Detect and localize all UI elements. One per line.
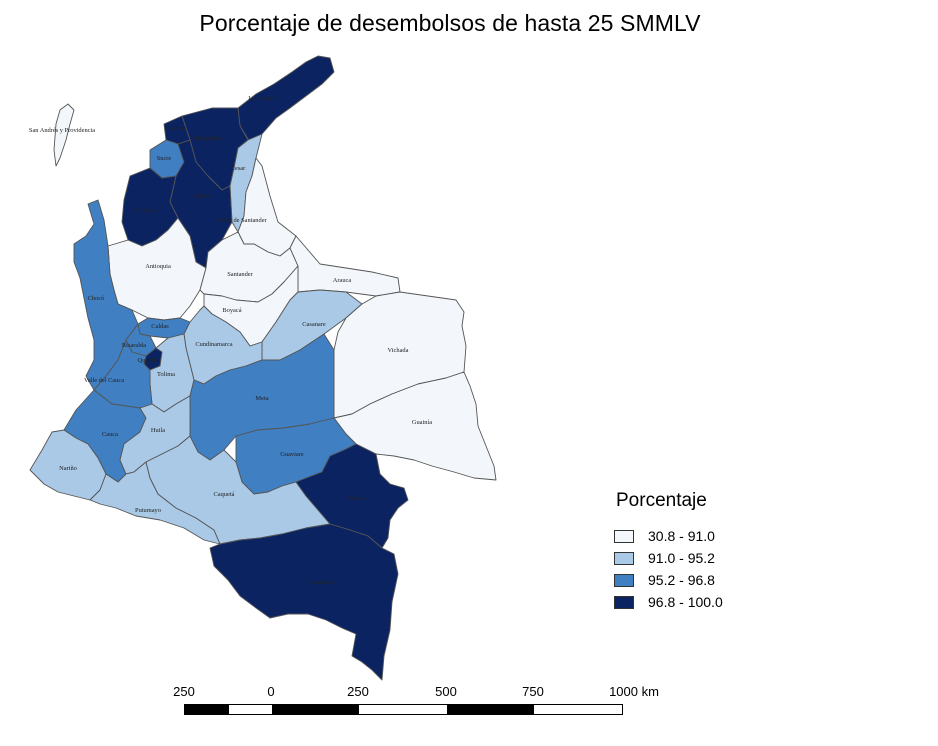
department-labels: San Andrés y Providencia La Guajira Magdal… (29, 95, 432, 586)
legend-swatch (614, 551, 634, 565)
legend-swatch (614, 573, 634, 587)
dept-label-guaviare: Guaviare (280, 451, 304, 458)
scale-seg (447, 705, 534, 714)
dept-label-cesar: Cesar (231, 165, 246, 172)
dept-label-choco: Chocó (88, 295, 105, 302)
legend: Porcentaje 30.8 - 91.0 91.0 - 95.2 95.2 … (614, 490, 723, 613)
dept-label-caldas: Caldas (151, 323, 169, 330)
dept-label-magdalena: Magdalena (194, 135, 223, 142)
scale-seg (534, 705, 622, 714)
scale-label: 250 (173, 684, 195, 699)
legend-swatch (614, 595, 634, 609)
dept-label-arauca: Arauca (333, 277, 352, 284)
dept-label-caqueta: Caquetá (214, 491, 235, 498)
dept-label-cordoba: Córdoba (133, 207, 155, 214)
dept-label-san-andres: San Andrés y Providencia (29, 127, 95, 134)
legend-label: 95.2 - 96.8 (648, 572, 715, 588)
dept-label-guajira: La Guajira (248, 95, 276, 102)
dept-label-risaralda: Risaralda (122, 342, 146, 349)
legend-item: 91.0 - 95.2 (614, 547, 723, 569)
scale-seg (185, 705, 229, 714)
dept-label-huila: Huila (151, 427, 165, 434)
dept-label-bolivar: Bolívar (190, 193, 210, 200)
scale-segments (184, 704, 623, 715)
scale-seg (359, 705, 447, 714)
dept-label-tolima: Tolima (157, 371, 175, 378)
scale-label: 750 (522, 684, 544, 699)
dept-amazonas (209, 523, 399, 681)
dept-label-casanare: Casanare (302, 321, 326, 328)
dept-label-cauca: Cauca (102, 431, 118, 438)
scale-label: 250 (347, 684, 369, 699)
dept-label-santander: Santander (227, 271, 253, 278)
legend-item: 95.2 - 96.8 (614, 569, 723, 591)
dept-label-sucre: Sucre (157, 155, 172, 162)
map-title: Porcentaje de desembolsos de hasta 25 SM… (199, 10, 701, 36)
dept-san-andres (53, 103, 75, 167)
dept-label-atlantico: Atlántico (164, 125, 188, 132)
scale-label: 0 (267, 684, 275, 699)
dept-narino (29, 429, 107, 501)
dept-label-boyaca: Boyacá (222, 307, 241, 314)
dept-label-amazonas: Amazonas (307, 579, 334, 586)
dept-label-meta: Meta (255, 395, 268, 402)
scale-label: 500 (435, 684, 457, 699)
legend-title: Porcentaje (616, 490, 707, 511)
legend-item: 30.8 - 91.0 (614, 525, 723, 547)
scale-bar: 250 0 250 500 750 1000 km (168, 684, 659, 715)
scale-label: 1000 km (609, 684, 659, 699)
dept-arauca (289, 235, 401, 297)
legend-label: 91.0 - 95.2 (648, 550, 715, 566)
legend-item: 96.8 - 100.0 (614, 591, 723, 613)
dept-label-vichada: Vichada (388, 347, 409, 354)
dept-label-norte-santander: Norte de Santander (217, 217, 267, 224)
legend-swatch (614, 529, 634, 543)
scale-seg (229, 705, 272, 714)
legend-label: 30.8 - 91.0 (648, 528, 715, 544)
scale-seg (272, 705, 359, 714)
dept-label-vaupes: Vaupés (347, 495, 366, 502)
dept-label-putumayo: Putumayo (135, 507, 161, 514)
dept-label-cundinamarca: Cundinamarca (195, 341, 232, 348)
dept-label-antioquia: Antioquia (145, 263, 171, 270)
dept-label-narino: Nariño (59, 465, 77, 472)
scale-labels: 250 0 250 500 750 1000 km (168, 684, 688, 702)
dept-label-valle: Valle del Cauca (84, 377, 124, 384)
dept-label-quindio: Quindío (138, 357, 159, 364)
dept-label-guainia: Guainía (412, 419, 432, 426)
legend-label: 96.8 - 100.0 (648, 594, 723, 610)
